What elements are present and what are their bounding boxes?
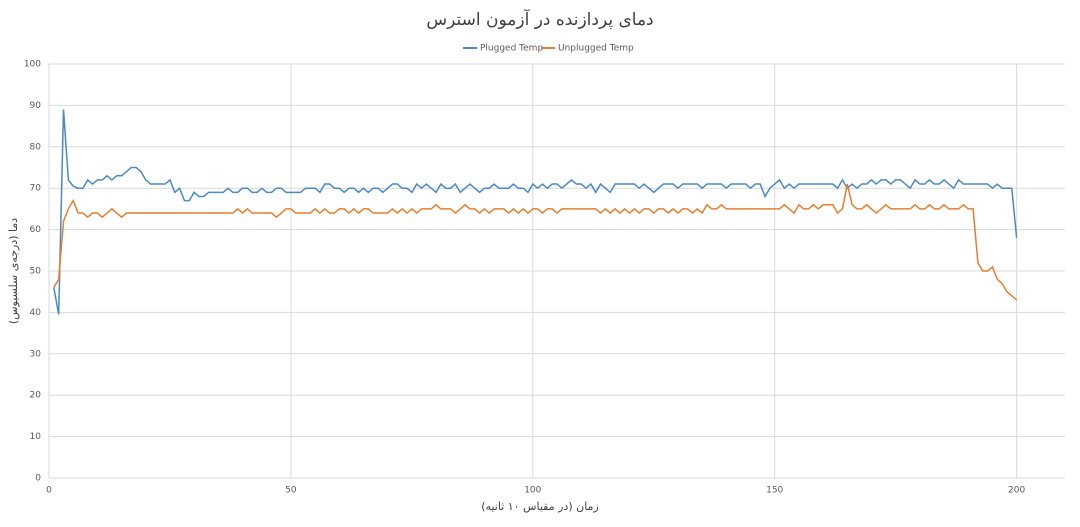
x-tick-label: 50 <box>285 486 297 496</box>
y-tick-label: 20 <box>30 391 42 401</box>
y-tick-label: 10 <box>30 432 42 442</box>
y-tick-label: 40 <box>30 308 42 318</box>
y-tick-label: 90 <box>30 101 42 111</box>
data-line <box>53 183 1018 301</box>
legend-label: Plugged Temp <box>480 44 543 54</box>
y-tick-label: 80 <box>30 142 42 152</box>
data-line <box>53 109 1018 315</box>
legend-label: Unplugged Temp <box>558 44 634 54</box>
x-tick-label: 150 <box>766 486 783 496</box>
y-tick-label: 50 <box>30 267 42 277</box>
y-tick-label: 60 <box>30 225 42 235</box>
y-tick-label: 70 <box>30 184 42 194</box>
y-tick-label: 30 <box>30 349 42 359</box>
x-axis-label: زمان (در مقیاس ۱۰ ثانیه) <box>481 500 599 513</box>
x-tick-label: 200 <box>1008 486 1025 496</box>
y-tick-label: 100 <box>24 60 41 70</box>
x-tick-label: 100 <box>524 486 541 496</box>
y-axis-label: دما (درجه‌ی سلسیوس) <box>7 218 20 324</box>
y-tick-label: 0 <box>35 474 41 484</box>
x-tick-label: 0 <box>46 486 52 496</box>
chart-title: دمای پردازنده در آزمون استرس <box>426 8 653 30</box>
